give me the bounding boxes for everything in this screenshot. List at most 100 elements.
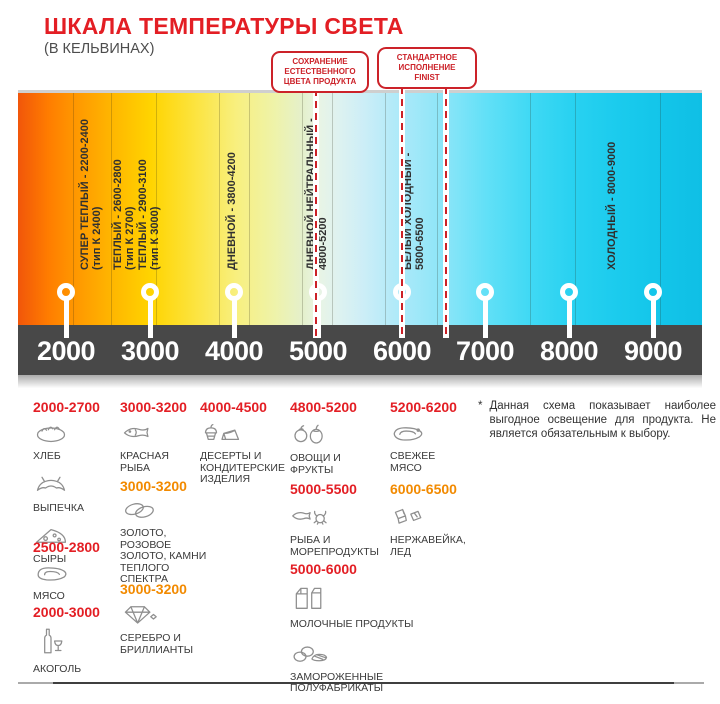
- zone-separator: [575, 93, 576, 325]
- callout-line: ЕСТЕСТВЕННОГО: [284, 67, 356, 76]
- temperature-gradient-bar: [18, 93, 702, 325]
- zone-label-white-cold: БЕЛЫЙ ХОЛОДНЫЙ -5800-6500: [402, 152, 426, 270]
- callout-natural-color: СОХРАНЕНИЕ ЕСТЕСТВЕННОГО ЦВЕТА ПРОДУКТА: [271, 51, 369, 93]
- food-item-label: ЗОЛОТО, РОЗОВОЕ ЗОЛОТО, КАМНИ ТЕПЛОГО СП…: [120, 527, 207, 585]
- marker-stem: [567, 298, 572, 338]
- range-header: 4800-5200: [290, 399, 357, 415]
- dessert-icon: [200, 420, 290, 449]
- food-block: 2500-2800 МЯСО: [33, 539, 115, 612]
- page-subtitle: (В КЕЛЬВИНАХ): [44, 41, 155, 57]
- croissant-icon: [33, 472, 115, 501]
- seafood-icon: [290, 502, 382, 533]
- marker-stem: [232, 298, 237, 338]
- cheese-icon: [33, 523, 115, 552]
- food-block: 4800-5200 ОВОЩИ И ФРУКТЫ: [290, 399, 382, 485]
- zone-separator: [156, 93, 157, 325]
- range-header: 4000-4500: [200, 399, 267, 415]
- food-item: ЗАМОРОЖЕННЫЕ ПОЛУФАБРИКАТЫ: [290, 641, 383, 695]
- kelvin-tick-5000: 5000: [288, 336, 348, 366]
- food-item: ДЕСЕРТЫ И КОНДИТЕРСКИЕ ИЗДЕЛИЯ: [200, 420, 290, 486]
- callout-line: ЦВЕТА ПРОДУКТА: [283, 77, 357, 86]
- food-item: СЫРЫ: [33, 523, 115, 566]
- food-item-label: НЕРЖАВЕЙКА, ЛЕД: [390, 534, 466, 558]
- food-item: ОВОЩИ И ФРУКТЫ: [290, 420, 382, 476]
- food-block: 3000-3200 СЕРЕБРО И БРИЛЛИАНТЫ: [120, 581, 198, 665]
- food-item-label: ДЕСЕРТЫ И КОНДИТЕРСКИЕ ИЗДЕЛИЯ: [200, 450, 285, 485]
- marker-stem: [483, 298, 488, 338]
- food-block: 2000-3000 АКОГОЛЬ: [33, 604, 115, 685]
- food-item-label: ХЛЕБ: [33, 450, 61, 462]
- meat-icon: [33, 560, 115, 589]
- zone-separator: [249, 93, 250, 325]
- food-item: МЯСО: [33, 560, 115, 603]
- kelvin-tick-3000: 3000: [120, 336, 180, 366]
- food-item: НЕРЖАВЕЙКА, ЛЕД: [390, 502, 475, 558]
- range-header: 3000-3200: [120, 478, 187, 494]
- fresh-meat-icon: [390, 420, 475, 449]
- kelvin-tick-9000: 9000: [623, 336, 683, 366]
- range-header: 3000-3200: [120, 581, 187, 597]
- food-item-label: СВЕЖЕЕ МЯСО: [390, 450, 436, 474]
- range-header: 2000-3000: [33, 604, 100, 620]
- zone-separator: [660, 93, 661, 325]
- range-header: 6000-6500: [390, 481, 457, 497]
- food-item-label: ОВОЩИ И ФРУКТЫ: [290, 452, 341, 476]
- zone-label-warm-2700: ТЕПЛЫЙ - 2600-2800 (тип К 2700): [112, 159, 136, 270]
- kelvin-tick-8000: 8000: [539, 336, 599, 366]
- dashed-connector-5000k: [313, 89, 319, 338]
- zone-separator: [332, 93, 333, 325]
- callout-line: FINIST: [414, 73, 440, 82]
- range-header: 5200-6200: [390, 399, 457, 415]
- fish-icon: [120, 420, 198, 449]
- range-header: 5000-6000: [290, 561, 357, 577]
- food-item: МОЛОЧНЫЕ ПРОДУКТЫ: [290, 582, 413, 631]
- food-item-label: КРАСНАЯ РЫБА: [120, 450, 169, 474]
- food-item-label: АКОГОЛЬ: [33, 663, 82, 675]
- food-item-label: ЗАМОРОЖЕННЫЕ ПОЛУФАБРИКАТЫ: [290, 670, 384, 694]
- zone-label-cold: ХОЛОДНЫЙ - 8000-9000: [606, 141, 618, 270]
- food-block: 5200-6200 СВЕЖЕЕ МЯСО: [390, 399, 475, 483]
- food-item: ЗОЛОТО, РОЗОВОЕ ЗОЛОТО, КАМНИ ТЕПЛОГО СП…: [120, 499, 206, 586]
- zone-label-super-warm: СУПЕР ТЕПЛЫЙ - 2200-2400 (тип К 2400): [79, 118, 103, 270]
- food-item-label: ВЫПЕЧКА: [33, 501, 84, 514]
- footnote: * Данная схема показывает наиболее выгод…: [478, 399, 716, 441]
- diamond-icon: [120, 602, 198, 631]
- food-item: СВЕЖЕЕ МЯСО: [390, 420, 475, 474]
- dairy-icon: [290, 582, 382, 617]
- frozen-food-icon: [290, 641, 382, 670]
- food-block: 2000-2700 ХЛЕБ ВЫПЕЧКА СЫРЫ: [33, 399, 115, 575]
- callout-standard-finist: СТАНДАРТНОЕ ИСПОЛНЕНИЕ FINIST: [377, 47, 477, 89]
- marker-stem: [148, 298, 153, 338]
- bottom-rule: [18, 682, 704, 684]
- zone-separator: [437, 93, 438, 325]
- alcohol-bottle-icon: [33, 625, 115, 662]
- marker-stem: [64, 298, 69, 338]
- kelvin-tick-4000: 4000: [204, 336, 264, 366]
- marker-stem: [651, 298, 656, 338]
- kelvin-tick-6000: 6000: [372, 336, 432, 366]
- zone-label-daylight: ДНЕВНОЙ - 3800-4200: [226, 152, 238, 270]
- range-header: 5000-5500: [290, 481, 357, 497]
- footnote-text: Данная схема показывает наиболее выгодно…: [489, 400, 716, 440]
- kelvin-axis-bar: [18, 325, 702, 375]
- bread-icon: [33, 420, 115, 449]
- ice-cubes-icon: [390, 502, 475, 533]
- range-header: 3000-3200: [120, 399, 187, 415]
- food-item: ХЛЕБ: [33, 420, 115, 463]
- footnote-asterisk: *: [478, 400, 483, 412]
- rings-icon: [120, 499, 198, 526]
- zone-separator: [73, 93, 74, 325]
- food-block: 5000-5500 РЫБА И МОРЕПРОДУКТЫ: [290, 481, 382, 567]
- dashed-connector-6000k: [399, 87, 405, 338]
- range-header: 2000-2700: [33, 399, 100, 415]
- food-item-label: СЕРЕБРО И БРИЛЛИАНТЫ: [120, 632, 194, 656]
- food-item: РЫБА И МОРЕПРОДУКТЫ: [290, 502, 382, 558]
- zone-separator: [111, 93, 112, 325]
- callout-line: СОХРАНЕНИЕ: [292, 57, 348, 66]
- food-item: СЕРЕБРО И БРИЛЛИАНТЫ: [120, 602, 198, 656]
- range-header: 2500-2800: [33, 539, 100, 555]
- food-item-label: РЫБА И МОРЕПРОДУКТЫ: [290, 534, 379, 558]
- food-block: 3000-3200 КРАСНАЯ РЫБА: [120, 399, 198, 483]
- food-item: ВЫПЕЧКА: [33, 472, 115, 515]
